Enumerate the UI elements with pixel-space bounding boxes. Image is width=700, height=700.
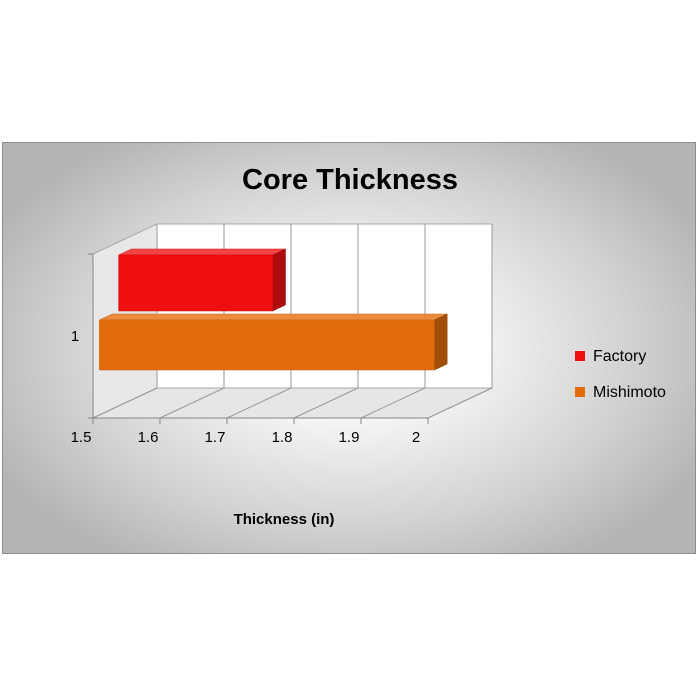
x-tick-label-4: 1.9	[339, 429, 360, 446]
legend: Factory Mishimoto	[575, 348, 666, 401]
bar-mishimoto-top	[99, 313, 448, 321]
gridline-floor-0	[92, 387, 158, 419]
x-tick-label-0: 1.5	[71, 429, 92, 446]
gridline-floor-5	[427, 387, 493, 419]
x-tick-label-5: 2	[412, 429, 420, 446]
y-category-label: 1	[71, 328, 79, 345]
chart-title: Core Thickness	[242, 164, 458, 196]
gridline-floor-1	[159, 387, 225, 419]
bar-factory-front	[118, 254, 273, 312]
gridline-floor-3	[293, 387, 359, 419]
legend-label-mishimoto: Mishimoto	[593, 384, 666, 401]
legend-swatch-factory	[575, 351, 585, 361]
x-axis-title: Thickness (in)	[234, 511, 335, 528]
bar-mishimoto-front	[99, 319, 435, 371]
chart-canvas: Core Thickness 1.5 1.6 1.7 1.8 1.9 2 1 Thickne…	[71, 164, 666, 528]
bar-mishimoto-side	[434, 313, 448, 371]
bar-factory-top	[118, 248, 286, 256]
bar-factory-side	[272, 248, 286, 312]
x-tick-label-3: 1.8	[272, 429, 293, 446]
chart-area: Core Thickness 1.5 1.6 1.7 1.8 1.9 2 1 Thickne…	[2, 142, 696, 554]
gridline-floor-4	[360, 387, 426, 419]
x-tick-label-1: 1.6	[138, 429, 159, 446]
plot-area: 1.5 1.6 1.7 1.8 1.9 2 1	[71, 223, 493, 446]
legend-swatch-mishimoto	[575, 387, 585, 397]
x-tick-label-2: 1.7	[205, 429, 226, 446]
floor	[92, 387, 493, 419]
gridline-floor-2	[226, 387, 292, 419]
legend-label-factory: Factory	[593, 348, 646, 365]
